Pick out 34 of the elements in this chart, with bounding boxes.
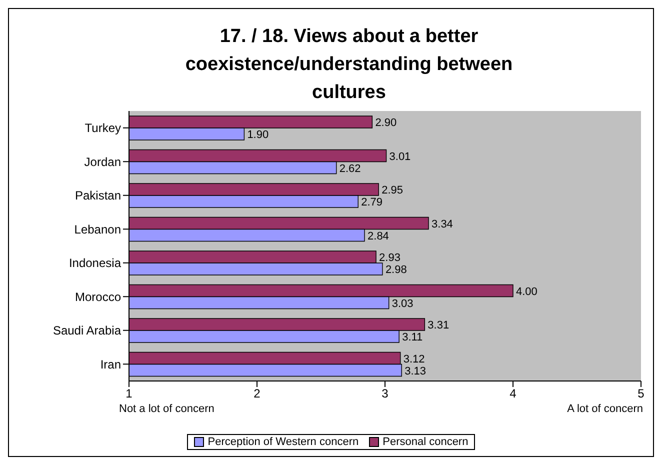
x-tick-label: 1 bbox=[126, 386, 133, 401]
data-label: 2.93 bbox=[379, 252, 400, 264]
chart-title: 17. / 18. Views about a better coexistence/understanding between cultures bbox=[184, 25, 514, 105]
y-tick-label: Turkey bbox=[84, 121, 121, 136]
data-label: 2.79 bbox=[361, 196, 383, 208]
text: Not a lot of concern bbox=[119, 403, 214, 415]
data-label: 3.11 bbox=[402, 332, 423, 344]
data-label: 2.84 bbox=[368, 230, 389, 242]
x-tick-label: 4 bbox=[510, 386, 517, 401]
y-tick-label: Morocco bbox=[74, 290, 122, 304]
x-tick-label: 5 bbox=[638, 386, 645, 401]
data-label: 3.31 bbox=[428, 320, 450, 332]
x-tick-label: 3 bbox=[382, 386, 389, 401]
data-label: 2.95 bbox=[382, 184, 404, 196]
y-tick-label: Lebanon bbox=[74, 222, 121, 236]
y-tick-label: Iran bbox=[100, 357, 121, 372]
data-label: 2.62 bbox=[339, 162, 361, 175]
y-tick-label: Saudi Arabia bbox=[52, 324, 122, 338]
y-tick-label: Jordan bbox=[84, 154, 121, 169]
x-tick-label: 2 bbox=[254, 386, 261, 401]
data-label: 4.00 bbox=[516, 286, 538, 298]
data-label: 1.90 bbox=[247, 129, 269, 141]
text: A lot of concern bbox=[567, 403, 643, 415]
data-label: 3.03 bbox=[392, 298, 414, 310]
data-label: 3.34 bbox=[432, 218, 453, 230]
y-tick-label: Indonesia bbox=[68, 256, 122, 270]
y-tick-label: Pakistan bbox=[74, 188, 121, 203]
data-label: 3.12 bbox=[403, 353, 425, 366]
legend-label: Perception of Western concern bbox=[206, 436, 359, 448]
legend-label: Personal concern bbox=[382, 436, 468, 448]
data-label: 3.13 bbox=[404, 365, 426, 378]
data-label: 2.98 bbox=[385, 264, 407, 276]
data-label: 3.01 bbox=[389, 150, 411, 163]
data-label: 2.90 bbox=[375, 117, 397, 129]
